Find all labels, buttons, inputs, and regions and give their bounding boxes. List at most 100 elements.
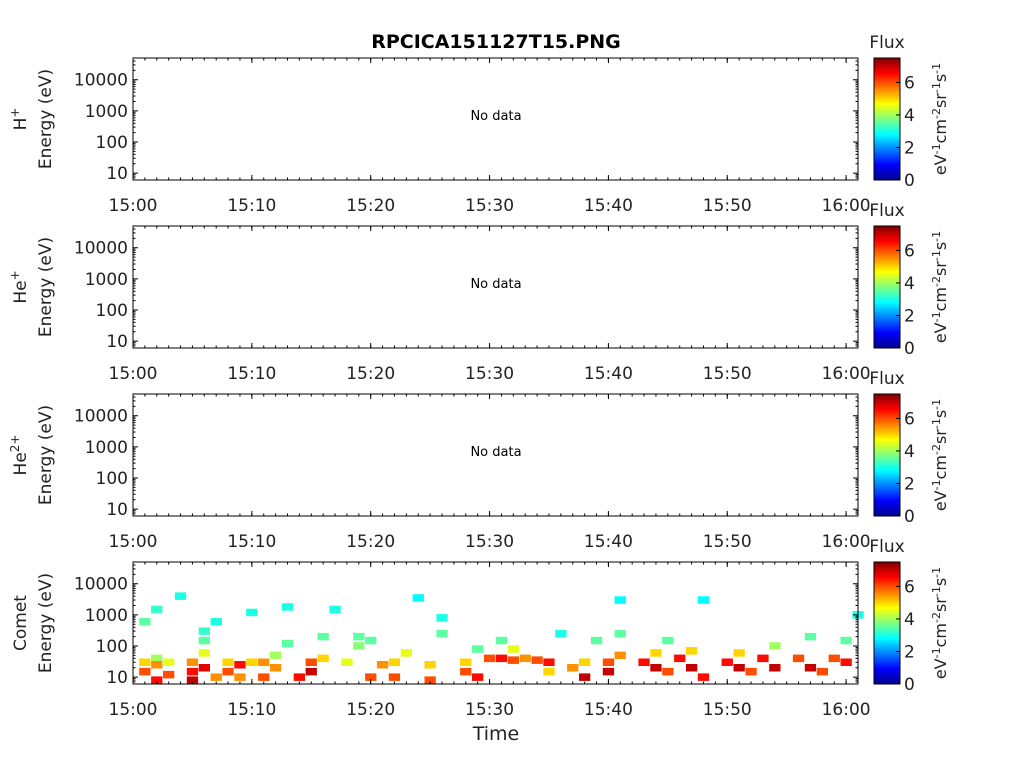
colorbar-tick-label: 2 <box>904 138 915 158</box>
units-exponent: -1 <box>930 143 943 154</box>
y-axis-energy-label: Energy (eV) <box>36 237 56 337</box>
data-cell <box>674 654 686 663</box>
y-axis-energy-label: Energy (eV) <box>36 405 56 505</box>
colorbar-tick-label: 0 <box>904 171 915 191</box>
data-cell <box>270 664 282 672</box>
data-cell <box>210 618 222 626</box>
y-tick-label: 10 <box>106 164 128 184</box>
data-cell <box>555 629 567 638</box>
data-cell <box>792 654 805 663</box>
units-exponent: -1 <box>930 250 943 261</box>
data-cell <box>258 673 270 681</box>
colorbar-units-label: eV-1cm-2sr-1s-1 <box>930 231 950 343</box>
x-tick-label: 15:20 <box>346 196 395 216</box>
data-cell <box>341 658 353 666</box>
units-base: s <box>931 74 950 82</box>
y-axis-energy-label: Energy (eV) <box>36 69 56 169</box>
data-cell <box>531 656 543 664</box>
panel-2: 15:00 15:10 15:20 15:30 15:40 15:50 16:00 10 100… <box>8 369 950 552</box>
species-label: H+ <box>8 108 31 131</box>
plot-frame <box>132 57 859 181</box>
data-cell <box>222 658 234 666</box>
units-base: s <box>931 410 950 418</box>
colorbar-tick-label: 4 <box>904 442 915 462</box>
x-tick-label: 15:00 <box>109 364 158 384</box>
data-cell <box>662 636 674 645</box>
y-tick-label: 10 <box>106 668 128 688</box>
data-cell <box>507 645 519 653</box>
data-cell <box>270 651 282 660</box>
data-cell <box>198 636 210 645</box>
colorbar-tick-label: 6 <box>904 577 915 597</box>
data-cell <box>519 654 531 663</box>
data-cell <box>388 673 401 681</box>
units-exponent: -1 <box>930 647 943 658</box>
x-tick-label: 15:00 <box>109 700 158 720</box>
y-axis-species-label: Comet <box>11 595 31 651</box>
data-cell <box>614 629 626 638</box>
no-data-message: No data <box>470 109 521 124</box>
data-cell <box>412 594 424 602</box>
x-tick-label: 16:00 <box>822 532 871 552</box>
y-axis-species-label: He2+ <box>8 435 31 476</box>
units-exponent: -1 <box>930 399 943 410</box>
units-base: cm <box>931 119 950 143</box>
data-cell <box>210 673 222 681</box>
x-tick-label: 15:00 <box>109 196 158 216</box>
data-cell <box>151 654 163 663</box>
colorbar-units-label: eV-1cm-2sr-1s-1 <box>930 567 950 679</box>
data-cell <box>733 664 745 672</box>
data-cell <box>495 654 508 663</box>
x-axis-label: Time <box>472 723 520 745</box>
x-tick-label: 15:30 <box>465 196 514 216</box>
units-base: sr <box>931 597 950 612</box>
y-tick-label: 100 <box>96 301 128 321</box>
data-cell <box>388 658 401 666</box>
y-tick-label: 100 <box>96 133 128 153</box>
data-cell <box>686 647 698 655</box>
x-tick-label: 15:20 <box>346 364 395 384</box>
units-exponent: -1 <box>930 418 943 429</box>
data-cell <box>614 596 626 604</box>
y-axis-energy-label: Energy (eV) <box>36 573 56 673</box>
data-cell <box>246 608 258 617</box>
data-cell <box>840 658 852 666</box>
units-base: eV <box>931 322 950 343</box>
panel-1: 15:00 15:10 15:20 15:30 15:40 15:50 16:00 10 100… <box>8 201 950 384</box>
x-tick-label: 15:10 <box>227 196 276 216</box>
data-cell <box>686 664 698 672</box>
colorbar-tick-label: 6 <box>904 241 915 261</box>
panel-3: 15:00 15:10 15:20 15:30 15:40 15:50 16:00 10 100… <box>11 537 950 720</box>
x-tick-label: 15:50 <box>703 196 752 216</box>
plot-frame <box>132 393 859 517</box>
data-cell <box>828 654 840 663</box>
x-tick-label: 15:20 <box>346 532 395 552</box>
plot-frame <box>132 561 859 685</box>
colorbar-strip <box>873 57 901 181</box>
units-exponent: -1 <box>930 567 943 578</box>
panels-group: 15:00 15:10 15:20 15:30 15:40 15:50 16:0010100… <box>8 33 950 720</box>
units-exponent: -1 <box>930 63 943 74</box>
x-tick-label: 15:50 <box>703 532 752 552</box>
units-base: cm <box>931 455 950 479</box>
data-cell <box>733 649 745 657</box>
x-tick-label: 15:40 <box>584 196 633 216</box>
units-exponent: -1 <box>930 479 943 490</box>
colorbar-tick-label: 2 <box>904 306 915 326</box>
data-cell <box>650 649 662 657</box>
units-base: cm <box>931 623 950 647</box>
data-cell <box>305 658 317 666</box>
colorbar-tick-label: 4 <box>904 610 915 630</box>
data-cell <box>745 667 757 676</box>
data-cell <box>281 639 294 648</box>
x-tick-label: 15:30 <box>465 700 514 720</box>
data-cell <box>638 658 650 666</box>
y-axis-species-label: H+ <box>8 108 31 131</box>
data-cell <box>234 661 246 669</box>
data-cell <box>305 667 317 676</box>
data-cell <box>721 658 733 666</box>
data-cell <box>483 654 496 663</box>
